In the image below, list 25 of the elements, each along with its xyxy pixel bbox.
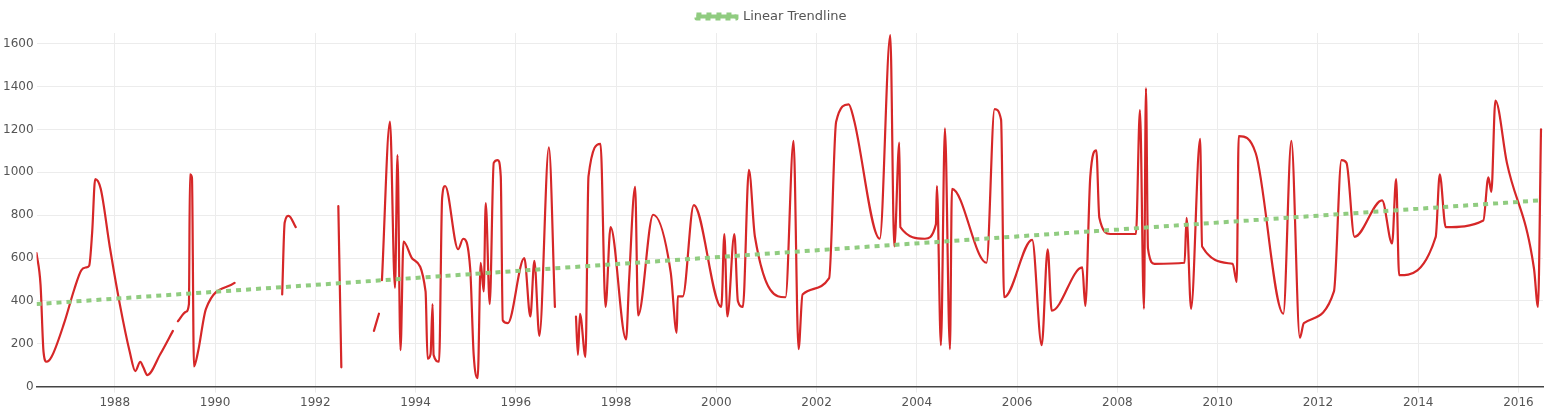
- x-tick-label: 2006: [1001, 394, 1033, 409]
- x-tick-label: 2010: [1202, 394, 1233, 409]
- y-tick-label: 600: [10, 250, 34, 265]
- x-tick-label: 1994: [400, 394, 431, 409]
- legend-label: Linear Trendline: [742, 7, 847, 23]
- x-tick-label: 2004: [901, 394, 933, 409]
- y-tick-label: 800: [10, 207, 34, 222]
- x-tick-label: 2014: [1402, 394, 1434, 409]
- x-tick-label: 1992: [300, 394, 331, 409]
- y-tick-label: 1000: [2, 164, 34, 179]
- x-tick-label: 1990: [199, 394, 231, 409]
- x-tick-label: 1988: [99, 394, 131, 409]
- y-tick-label: 1200: [2, 121, 34, 136]
- y-tick-label: 0: [25, 378, 34, 393]
- x-tick-label: 2016: [1503, 394, 1534, 409]
- y-tick-label: 400: [10, 293, 34, 307]
- x-tick-label: 2002: [801, 394, 832, 409]
- y-tick-label: 1400: [2, 78, 34, 93]
- x-tick-label: 2012: [1302, 394, 1334, 409]
- y-tick-label: 1600: [2, 35, 34, 50]
- x-tick-label: 2008: [1102, 394, 1133, 409]
- x-tick-label: 1998: [600, 394, 632, 409]
- y-tick-label: 200: [10, 335, 34, 350]
- x-tick-label: 2000: [701, 394, 732, 409]
- x-tick-label: 1996: [500, 394, 532, 409]
